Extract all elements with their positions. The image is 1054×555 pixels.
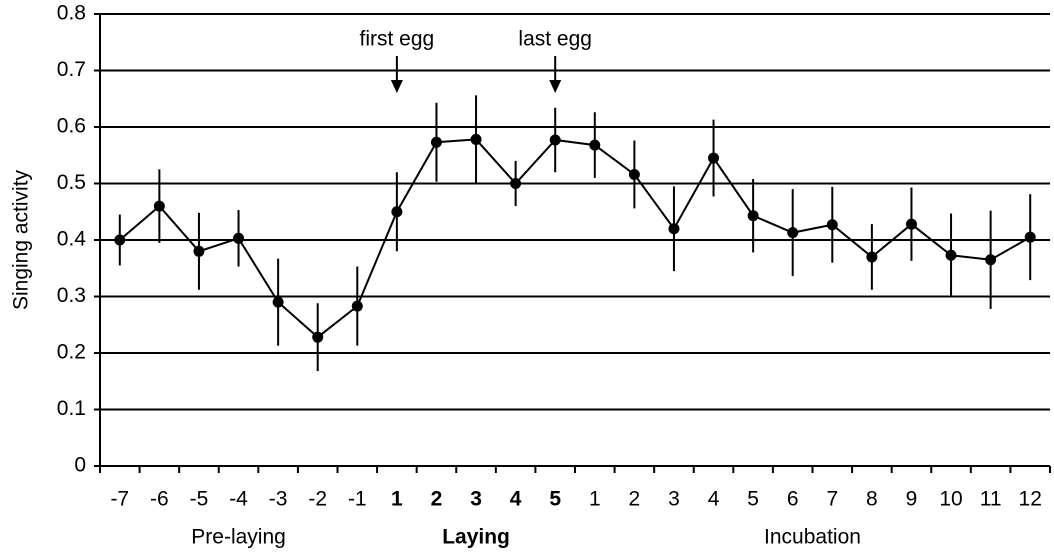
point — [866, 251, 878, 263]
y-tick-label: 0 — [74, 454, 86, 477]
annotation: last egg — [518, 28, 592, 51]
point — [1024, 231, 1036, 243]
x-tick-label: -2 — [308, 488, 327, 511]
point — [787, 227, 799, 239]
point — [470, 133, 482, 145]
point — [391, 206, 403, 218]
point — [668, 223, 680, 235]
point — [708, 152, 720, 164]
x-tick-label: -4 — [229, 488, 248, 511]
x-tick-label: 1 — [589, 488, 601, 511]
point — [945, 249, 957, 261]
x-tick-label: 6 — [787, 488, 799, 511]
x-tick-label: 10 — [939, 488, 962, 511]
y-tick-label: 0.4 — [57, 228, 87, 251]
x-tick-label: 1 — [391, 488, 403, 511]
y-tick-label: 0.1 — [57, 397, 86, 420]
point — [351, 300, 363, 312]
x-tick-label: 11 — [980, 488, 1002, 511]
point — [272, 296, 284, 308]
x-tick-label: -5 — [190, 488, 209, 511]
point — [905, 218, 917, 230]
x-tick-label: -7 — [110, 488, 129, 511]
x-tick-label: 3 — [470, 488, 482, 511]
x-tick-label: 3 — [668, 488, 680, 511]
group-label: Incubation — [764, 526, 861, 549]
x-tick-label: -3 — [269, 488, 288, 511]
x-tick-label: 9 — [906, 488, 918, 511]
y-tick-label: 0.2 — [57, 341, 86, 364]
x-tick-label: 2 — [431, 488, 443, 511]
point — [985, 254, 997, 266]
point — [430, 136, 442, 148]
x-tick-label: 7 — [826, 488, 838, 511]
point — [233, 232, 245, 244]
line — [119, 138, 1031, 339]
y-axis-label: Singing activity — [10, 169, 33, 310]
y-tick-label: 0.3 — [57, 284, 86, 307]
point — [312, 331, 324, 343]
annotation: first egg — [360, 28, 435, 51]
point — [510, 178, 522, 189]
x-tick-label: 4 — [708, 488, 720, 511]
point — [747, 210, 759, 222]
x-tick-label: -6 — [150, 488, 169, 511]
point — [628, 168, 640, 180]
y-tick-label: 0.6 — [57, 115, 86, 138]
x-tick-label: 12 — [1019, 488, 1042, 511]
x-tick-label: 2 — [629, 488, 641, 511]
annotation-arrowhead — [390, 80, 403, 93]
x-tick-label: 4 — [510, 488, 522, 511]
point — [114, 234, 126, 246]
point — [549, 134, 561, 146]
x-tick-label: 5 — [549, 488, 561, 511]
x-tick-label: -1 — [348, 488, 367, 511]
y-tick-label: 0.8 — [57, 2, 86, 25]
point — [826, 219, 838, 231]
group-label: Pre-laying — [191, 526, 286, 549]
point — [193, 245, 205, 257]
y-tick-label: 0.5 — [57, 171, 86, 194]
x-tick-label: 5 — [747, 488, 759, 511]
annotation-arrowhead — [549, 80, 562, 93]
point — [153, 200, 165, 212]
y-tick-label: 0.7 — [57, 58, 86, 81]
group-label: Laying — [442, 526, 510, 549]
point — [589, 139, 601, 151]
x-tick-label: 8 — [866, 488, 878, 511]
